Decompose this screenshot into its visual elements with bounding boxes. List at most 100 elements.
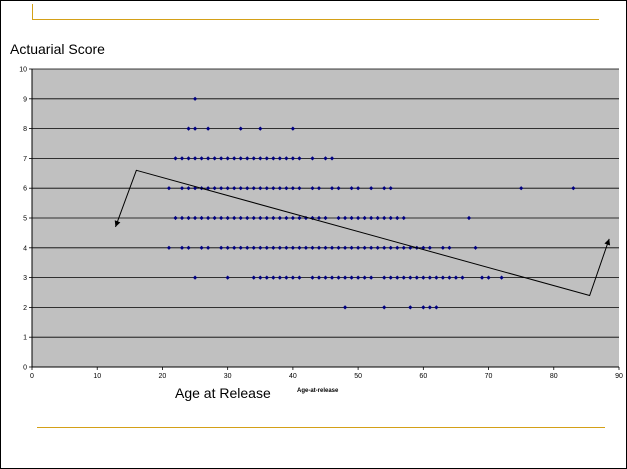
data-point [225, 275, 230, 280]
data-point [258, 275, 263, 280]
data-point [408, 275, 413, 280]
data-point [297, 275, 302, 280]
data-point [460, 275, 465, 280]
data-point [219, 156, 224, 161]
data-point [388, 186, 393, 191]
data-point [323, 275, 328, 280]
data-point [401, 275, 406, 280]
data-point [486, 275, 491, 280]
data-point [408, 305, 413, 310]
data-point [323, 215, 328, 221]
data-point [401, 215, 406, 221]
y-tick-label-2: 2 [23, 305, 27, 312]
data-point [329, 245, 335, 250]
data-point [369, 275, 374, 280]
data-point [271, 186, 276, 191]
y-tick-label-9: 9 [23, 96, 27, 103]
data-point [303, 245, 309, 250]
data-point [225, 215, 230, 221]
x-axis-note: Age-at-release [297, 388, 339, 394]
data-point [238, 156, 243, 161]
data-point [192, 156, 198, 161]
data-point [388, 275, 393, 280]
data-point [375, 215, 380, 221]
data-point [192, 275, 198, 280]
data-point [245, 245, 250, 250]
data-point [401, 245, 406, 250]
data-point [186, 215, 191, 221]
data-point [284, 156, 289, 161]
x-tick-label-30: 30 [224, 373, 232, 380]
data-point [290, 215, 295, 221]
data-point [349, 245, 354, 250]
data-point [225, 186, 230, 191]
y-tick-labels: 0 1 2 3 4 5 6 7 8 9 10 [19, 67, 32, 372]
data-point [356, 245, 361, 250]
data-point [316, 245, 322, 250]
bottom-accent-rule [37, 427, 605, 428]
data-point [219, 215, 224, 221]
data-point [310, 275, 315, 280]
data-point [251, 275, 256, 280]
data-point [499, 275, 504, 280]
data-point [329, 156, 335, 161]
data-point [166, 186, 172, 191]
x-tick-label-60: 60 [419, 373, 427, 380]
data-point [251, 156, 256, 161]
data-point [277, 215, 282, 221]
data-point [342, 275, 348, 280]
data-point [212, 215, 217, 221]
data-point [264, 186, 269, 191]
data-point [290, 275, 295, 280]
data-point [258, 245, 263, 250]
data-point [258, 156, 263, 161]
data-point [382, 215, 387, 221]
data-point [186, 156, 191, 161]
data-point [342, 245, 348, 250]
data-point [290, 186, 295, 191]
data-point [258, 126, 263, 131]
left-accent-rule [32, 4, 33, 20]
data-point [329, 186, 335, 191]
data-point [323, 245, 328, 250]
data-point [434, 305, 439, 310]
scatter-chart: 0 1 2 3 4 5 6 7 8 9 10 0 10 20 30 40 50 60 70 80 90 [19, 67, 623, 381]
data-point [251, 245, 256, 250]
data-point [199, 156, 204, 161]
data-point [356, 275, 361, 280]
data-point [297, 186, 302, 191]
data-point [173, 156, 178, 161]
data-point [369, 215, 374, 221]
data-point [232, 215, 237, 221]
data-point [479, 275, 485, 280]
data-point [375, 245, 380, 250]
arrowhead-right [604, 238, 611, 246]
x-axis-title: Age at Release [175, 385, 271, 401]
data-point [238, 245, 243, 250]
data-point [434, 275, 439, 280]
data-point [179, 215, 185, 221]
data-point [453, 275, 459, 280]
data-point [395, 275, 400, 280]
data-point [421, 305, 426, 310]
data-point [284, 275, 289, 280]
data-point [251, 186, 256, 191]
data-point [316, 215, 322, 221]
data-point [414, 275, 419, 280]
data-point [206, 156, 211, 161]
data-point [297, 215, 302, 221]
data-point [192, 215, 198, 221]
trend-annotation [114, 169, 611, 297]
data-point [271, 275, 276, 280]
data-point [277, 186, 282, 191]
data-point [297, 245, 302, 250]
data-point [310, 156, 315, 161]
data-point [199, 245, 204, 250]
y-tick-label-8: 8 [23, 126, 27, 133]
x-tick-label-50: 50 [354, 373, 362, 380]
data-point [238, 126, 243, 131]
data-point [440, 245, 445, 250]
data-point [264, 156, 269, 161]
data-point [382, 305, 387, 310]
